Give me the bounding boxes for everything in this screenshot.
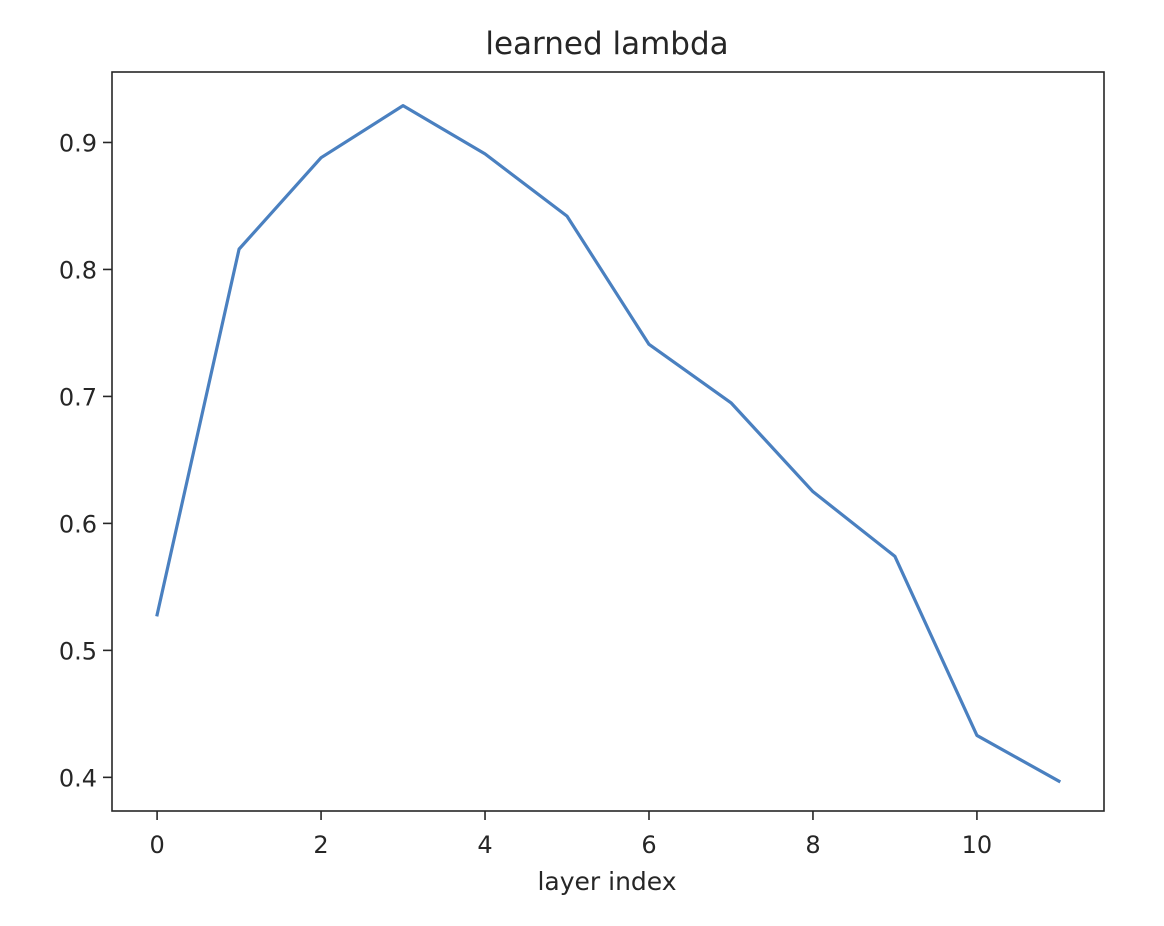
y-tick-label: 0.6 [59,510,97,538]
x-tick-label: 8 [805,831,820,859]
y-tick-label: 0.4 [59,764,97,792]
x-tick-label: 0 [149,831,164,859]
x-tick-label: 6 [641,831,656,859]
x-tick-label: 10 [962,831,993,859]
y-tick-label: 0.9 [59,129,97,157]
axis-ticks: 0 2 4 6 8 10 0.4 0.5 0.6 0.7 0.8 0.9 [59,129,992,859]
series-layer [155,104,1062,784]
x-tick-label: 4 [477,831,492,859]
x-tick-label: 2 [313,831,328,859]
chart-title: learned lambda [485,26,728,62]
y-tick-label: 0.5 [59,637,97,665]
y-tick-label: 0.7 [59,383,97,411]
plot-frame [111,71,1105,812]
x-axis-label: layer index [537,867,676,896]
series-line [155,104,1062,784]
y-tick-label: 0.8 [59,256,97,284]
